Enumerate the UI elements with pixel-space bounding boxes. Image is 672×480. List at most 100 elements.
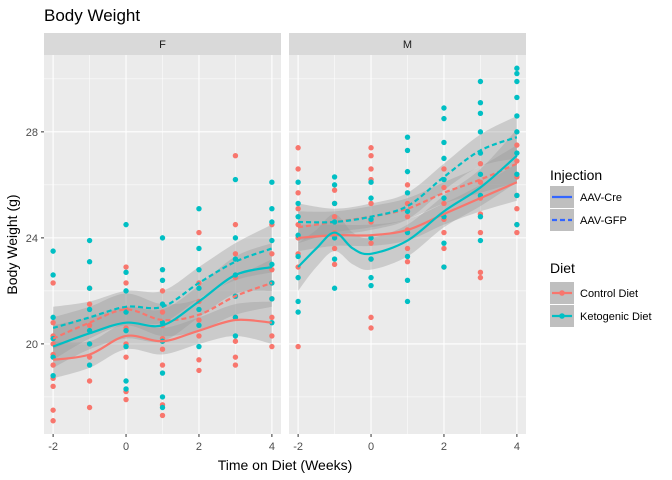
data-point-ketogenic (477, 100, 484, 106)
smooth-lines-m (297, 136, 518, 268)
data-point-ketogenic (295, 309, 301, 315)
data-point-ketogenic (514, 70, 520, 77)
data-point-ketogenic (295, 298, 301, 305)
data-point-ketogenic (50, 314, 56, 321)
data-point-ketogenic (196, 343, 202, 350)
x-axis-f: -2 0 2 4 (48, 434, 275, 453)
data-point-control (86, 322, 93, 329)
legend-point-ketogenic-diet (559, 313, 565, 319)
data-point-control (295, 166, 301, 172)
chart-title: Body Weight (44, 6, 140, 25)
data-point-ketogenic (269, 319, 275, 326)
x-tick-label: 4 (269, 441, 275, 453)
data-point-ketogenic (295, 213, 301, 220)
data-point-control (232, 354, 239, 360)
data-point-ketogenic (123, 221, 129, 228)
data-point-control (368, 314, 374, 321)
data-point-ketogenic (514, 78, 520, 85)
data-point-control (477, 229, 484, 236)
data-point-ketogenic (514, 113, 520, 119)
data-point-ketogenic (232, 235, 239, 241)
data-point-control (295, 190, 301, 196)
data-point-control (269, 314, 275, 321)
data-point-ketogenic (404, 208, 411, 215)
x-tick-label: 0 (368, 441, 374, 453)
confidence-ribbon (298, 129, 517, 291)
data-point-ketogenic (368, 282, 374, 289)
data-point-control (159, 309, 166, 315)
facet-strip-f (44, 33, 281, 55)
data-point-ketogenic (50, 248, 56, 254)
data-point-control (514, 158, 520, 164)
smooth-line-ketogenic-aav-cre (52, 265, 273, 348)
data-point-ketogenic (514, 129, 520, 135)
data-point-control (232, 338, 239, 344)
data-point-ketogenic (404, 298, 411, 305)
data-point-ketogenic (232, 314, 239, 321)
data-point-ketogenic (514, 171, 520, 177)
data-point-control (269, 343, 275, 350)
data-point-ketogenic (295, 274, 301, 281)
confidence-ribbon (298, 115, 517, 241)
data-point-control (404, 259, 411, 265)
data-point-control (368, 200, 374, 207)
y-axis-title: Body Weight (g) (4, 194, 20, 294)
data-point-ketogenic (159, 404, 166, 411)
data-point-ketogenic (232, 333, 239, 339)
data-point-ketogenic (441, 115, 447, 122)
data-point-ketogenic (331, 182, 338, 188)
data-point-control (159, 288, 166, 294)
data-point-control (441, 200, 447, 207)
data-point-ketogenic (368, 235, 374, 241)
y-tick-label: 28 (26, 127, 38, 139)
data-point-control (232, 221, 239, 228)
data-point-ketogenic (269, 237, 275, 244)
facet-label-m: M (403, 39, 412, 51)
data-point-ketogenic (269, 179, 275, 185)
data-point-control (331, 261, 338, 268)
smooth-line-control-aav-cre (298, 181, 518, 239)
data-point-ketogenic (196, 245, 202, 252)
data-point-ketogenic (404, 147, 411, 154)
x-axis-m: -2 0 2 4 (293, 434, 520, 453)
data-point-ketogenic (196, 285, 202, 291)
data-point-ketogenic (441, 139, 447, 146)
data-point-control (331, 187, 338, 193)
confidence-ribbon (53, 224, 272, 350)
data-point-ketogenic (441, 155, 447, 162)
confidence-ribbons-m (298, 115, 517, 291)
y-axis: 20 24 28 (26, 127, 44, 351)
data-point-ketogenic (86, 306, 93, 313)
data-point-control (269, 251, 275, 257)
data-point-ketogenic (295, 253, 301, 260)
data-point-ketogenic (477, 78, 484, 85)
data-point-ketogenic (196, 266, 202, 273)
data-point-control (514, 142, 520, 148)
data-point-control (232, 251, 239, 257)
legend-injection: Injection AAV-Cre AAV-GFP (550, 167, 627, 231)
data-point-ketogenic (232, 176, 239, 183)
smooth-lines-f (52, 247, 273, 361)
data-points-m (295, 65, 520, 350)
data-point-control (123, 396, 129, 403)
data-point-ketogenic (514, 221, 520, 228)
data-point-ketogenic (269, 219, 275, 225)
data-point-ketogenic (269, 261, 275, 268)
data-point-control (441, 166, 447, 172)
data-point-ketogenic (86, 237, 93, 244)
data-point-ketogenic (123, 386, 129, 392)
x-tick-label: -2 (48, 441, 58, 453)
data-point-ketogenic (159, 394, 166, 400)
smooth-line-ketogenic-aav-cre (297, 154, 518, 268)
data-point-ketogenic (269, 206, 275, 212)
data-point-ketogenic (86, 341, 93, 347)
data-point-control (477, 274, 484, 281)
data-point-ketogenic (477, 129, 484, 135)
smooth-line-control-aav-gfp (52, 281, 273, 340)
data-point-ketogenic (123, 269, 129, 276)
data-point-ketogenic (404, 168, 411, 175)
data-point-ketogenic (441, 264, 447, 270)
data-point-ketogenic (477, 213, 484, 220)
data-point-control (331, 213, 338, 220)
